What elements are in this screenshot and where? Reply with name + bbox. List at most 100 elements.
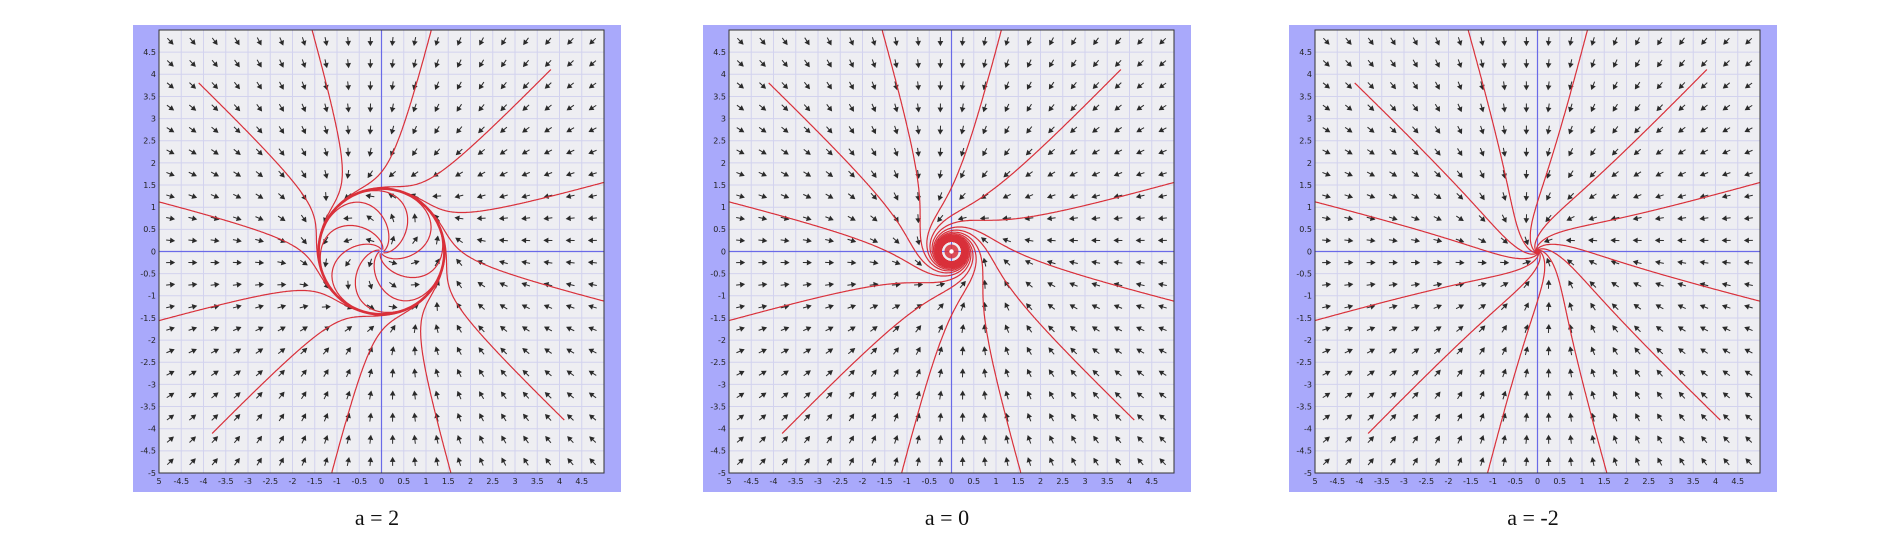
field-arrow: [166, 436, 174, 443]
field-arrow: [188, 392, 197, 399]
field-arrow: [1322, 414, 1331, 421]
x-tick-label: -3.5: [218, 477, 234, 486]
field-arrow: [758, 392, 767, 399]
field-arrow: [188, 326, 198, 332]
field-arrow: [1677, 215, 1687, 222]
field-arrow: [211, 126, 219, 133]
field-arrow: [544, 104, 552, 111]
field-arrow: [1136, 60, 1144, 67]
field-arrow: [456, 81, 462, 90]
field-arrow: [521, 171, 530, 177]
field-arrow: [456, 103, 462, 112]
field-arrow: [588, 348, 597, 354]
field-arrow: [915, 81, 921, 91]
field-arrow: [479, 59, 485, 68]
field-arrow: [893, 347, 899, 355]
field-arrow: [758, 126, 767, 133]
y-tick-label: 2: [151, 159, 156, 168]
y-tick-label: -4: [1304, 425, 1312, 434]
field-arrow: [1092, 126, 1100, 133]
field-arrow: [188, 104, 197, 111]
field-arrow: [1068, 215, 1078, 222]
field-arrow: [1070, 347, 1078, 355]
field-arrow: [892, 304, 901, 310]
field-arrow: [1632, 193, 1642, 199]
field-arrow: [232, 304, 242, 310]
field-arrow: [780, 193, 790, 199]
field-arrow: [210, 326, 220, 332]
field-arrow: [277, 259, 287, 266]
field-arrow: [1657, 413, 1663, 422]
field-arrow: [1411, 171, 1420, 177]
field-arrow: [1048, 126, 1055, 134]
field-arrow: [255, 370, 263, 377]
phase-portrait-panel-2: 5 -4.5 -4 -3.5 -3 -2.5 -2 -1.5 -1 -0.5 0 0.5 1 1.5 2 2.…: [703, 25, 1191, 492]
field-arrow: [1655, 193, 1664, 199]
field-arrow: [1136, 392, 1145, 399]
field-arrow: [1389, 171, 1398, 177]
field-arrow: [937, 434, 944, 444]
field-arrow: [434, 390, 440, 400]
field-arrow: [277, 304, 287, 310]
field-arrow: [1114, 59, 1122, 67]
field-arrow: [412, 456, 418, 466]
field-arrow: [1656, 126, 1664, 134]
field-arrow: [1568, 148, 1574, 157]
field-arrow: [1071, 457, 1077, 466]
field-arrow: [211, 414, 219, 421]
y-tick-label: 0.5: [143, 225, 156, 234]
field-arrow: [1456, 192, 1464, 200]
field-arrow: [1004, 37, 1010, 46]
field-arrow: [1523, 324, 1530, 333]
field-arrow: [255, 171, 264, 178]
field-arrow: [166, 259, 176, 266]
x-tick-label: 3.5: [1687, 477, 1700, 486]
field-arrow: [1003, 259, 1011, 266]
field-arrow: [847, 304, 857, 310]
field-arrow: [981, 237, 989, 244]
field-arrow: [522, 59, 530, 68]
field-arrow: [367, 280, 374, 290]
field-arrow: [1322, 326, 1331, 332]
x-tick-label: 2: [1038, 477, 1043, 486]
limit-cycle: [317, 187, 446, 316]
field-arrow: [1434, 413, 1441, 422]
field-arrow: [1700, 413, 1708, 421]
field-arrow: [1721, 259, 1731, 266]
field-arrow: [848, 81, 854, 90]
field-arrow: [1700, 104, 1708, 111]
field-arrow: [1479, 412, 1485, 422]
field-arrow: [1723, 37, 1730, 45]
x-tick-label: 4.5: [1731, 477, 1744, 486]
field-arrow: [1479, 170, 1485, 179]
field-arrow: [758, 304, 768, 310]
field-arrow: [803, 348, 812, 354]
field-arrow: [456, 126, 463, 134]
field-arrow: [1745, 60, 1753, 67]
field-arrow: [758, 348, 767, 354]
x-tick-label: 3.5: [531, 477, 544, 486]
field-arrow: [1367, 37, 1374, 46]
field-arrow: [1114, 104, 1122, 111]
field-arrow: [1322, 82, 1330, 89]
field-arrow: [1070, 81, 1077, 90]
field-arrow: [255, 148, 263, 156]
field-arrow: [1744, 149, 1753, 155]
field-arrow: [278, 59, 284, 68]
field-arrow: [434, 81, 440, 90]
field-arrow: [893, 125, 899, 135]
field-arrow: [1523, 390, 1530, 400]
field-arrow: [345, 103, 351, 113]
y-tick-label: 3: [721, 114, 726, 123]
field-arrow: [565, 259, 575, 266]
field-arrow: [1322, 304, 1332, 310]
field-arrow: [278, 391, 285, 399]
field-arrow: [410, 259, 420, 266]
field-arrow: [456, 324, 462, 333]
field-arrow: [166, 326, 175, 332]
field-arrow: [1070, 126, 1078, 133]
field-arrow: [1366, 193, 1376, 199]
field-arrow: [1069, 149, 1078, 155]
phase-plot-2: 5 -4.5 -4 -3.5 -3 -2.5 -2 -1.5 -1 -0.5 0 0.5 1 1.5 2 2.…: [710, 29, 1175, 486]
field-arrow: [588, 304, 597, 310]
